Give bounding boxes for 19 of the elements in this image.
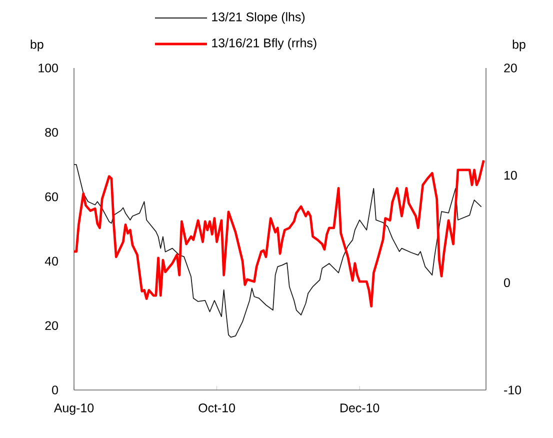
y-tick-label: 100 — [38, 64, 58, 72]
y2-tick-label: 20 — [504, 64, 517, 72]
y-tick-label: 40 — [44, 256, 58, 266]
line-series — [72, 159, 485, 308]
line-series — [74, 164, 482, 338]
y-tick-label: 20 — [45, 321, 58, 330]
y-tick-label: 80 — [45, 128, 58, 137]
y2-tick-label: 10 — [504, 170, 517, 180]
y2-axis-title: bp — [512, 40, 526, 52]
y2-tick-label: -10 — [504, 386, 522, 394]
legend-label: 13/16/21 Bfly (rrhs) — [212, 38, 316, 50]
x-tick-label: Aug-10 — [54, 404, 94, 415]
x-tick-label: Dec-10 — [340, 404, 380, 412]
legend-label: 13/21 Slope (lhs) — [212, 12, 305, 24]
y-axis-title: bp — [30, 40, 44, 52]
x-tick-label: Oct-10 — [198, 404, 235, 412]
y-tick-label: 60 — [45, 192, 58, 202]
y-tick-label: 0 — [52, 386, 58, 394]
y2-tick-label: 0 — [504, 278, 510, 288]
